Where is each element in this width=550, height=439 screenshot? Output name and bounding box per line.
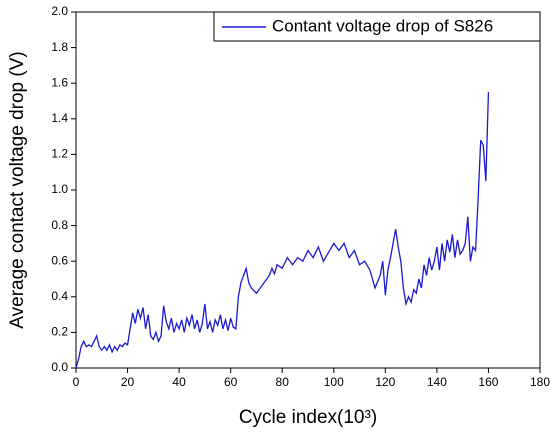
y-tick-label: 1.4: [51, 111, 68, 125]
y-tick-label: 1.6: [51, 75, 68, 89]
x-tick-label: 140: [427, 375, 447, 389]
y-tick-label: 0.6: [51, 253, 68, 267]
x-tick-label: 60: [224, 375, 238, 389]
y-tick-label: 1.2: [51, 147, 68, 161]
x-axis-label: Cycle index(10³): [239, 407, 377, 428]
y-tick-label: 0.4: [51, 289, 68, 303]
x-tick-label: 40: [172, 375, 186, 389]
y-axis-label: Average contact voltage drop (V): [7, 51, 28, 328]
legend-text: Contant voltage drop of S826: [272, 16, 493, 35]
legend-box: [213, 11, 541, 42]
y-tick-label: 0.0: [51, 360, 68, 374]
x-tick-label: 120: [375, 375, 395, 389]
x-tick-label: 0: [73, 375, 80, 389]
y-tick-label: 1.8: [51, 40, 68, 54]
y-tick-label: 0.2: [51, 325, 68, 339]
y-tick-label: 2.0: [51, 4, 68, 18]
x-tick-label: 180: [530, 375, 550, 389]
plot-frame: [75, 11, 541, 369]
x-tick-label: 100: [324, 375, 344, 389]
x-tick-label: 20: [121, 375, 135, 389]
y-tick-label: 0.8: [51, 218, 68, 232]
x-tick-label: 160: [478, 375, 498, 389]
x-tick-label: 80: [276, 375, 290, 389]
y-tick-label: 1.0: [51, 182, 68, 196]
data-line: [75, 92, 490, 369]
